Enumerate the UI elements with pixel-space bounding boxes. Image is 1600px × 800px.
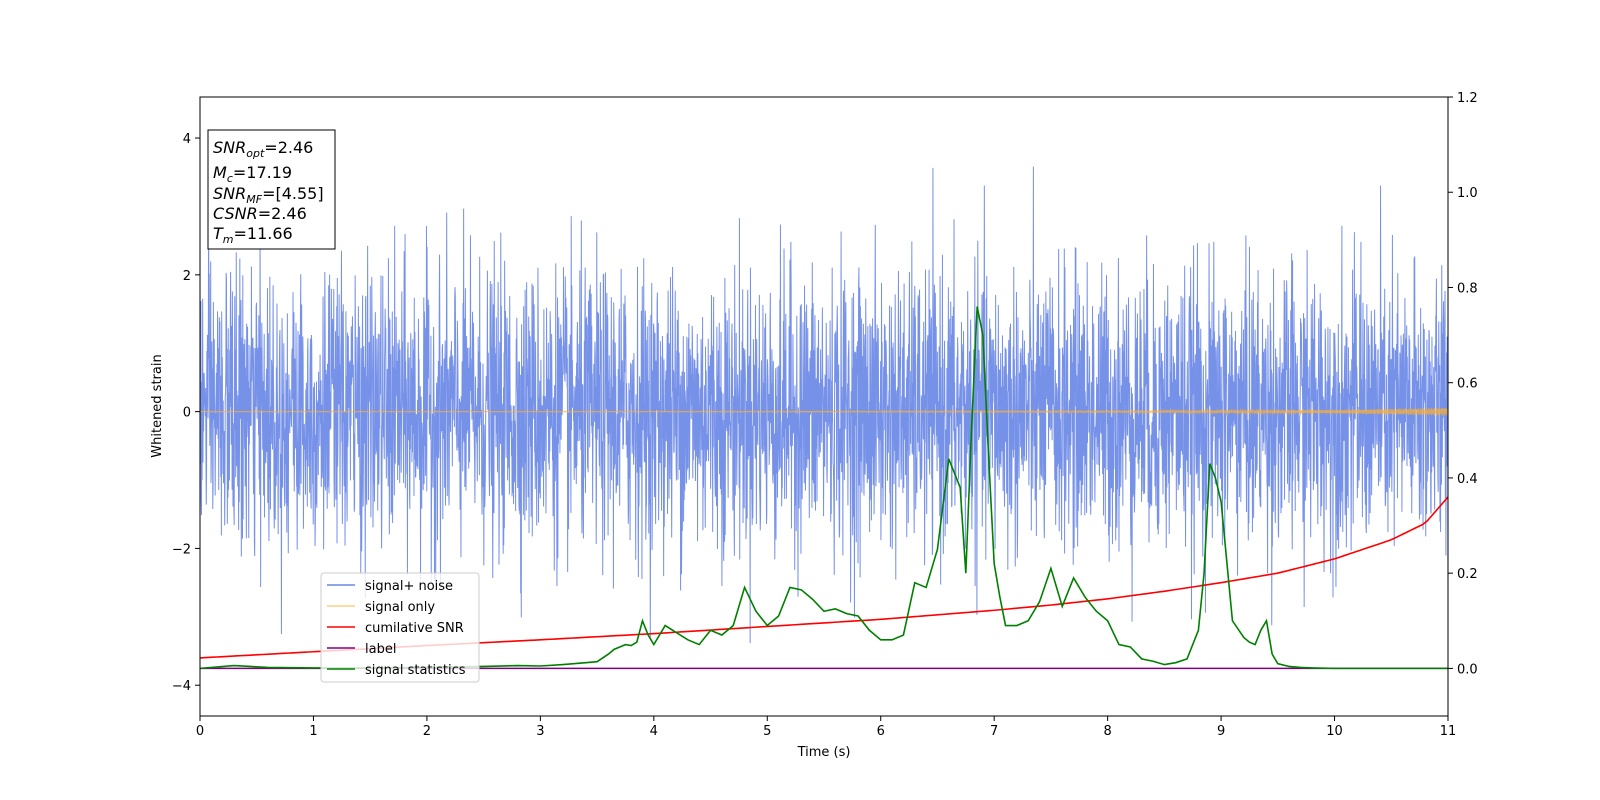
legend-label-signal-statistics: signal statistics [365,663,466,678]
left-y-tick-label: 2 [183,269,191,284]
left-y-tick-label: −2 [172,542,191,557]
x-tick-label: 5 [763,724,771,739]
series-signal-statistics-line [200,306,1448,670]
x-tick-label: 6 [877,724,885,739]
legend-label-signal-noise: signal+ noise [365,579,453,594]
right-y-tick-label: 0.6 [1457,377,1478,392]
x-tick-label: 8 [1103,724,1111,739]
left-y-axis: −4 −2 0 2 4 [172,132,200,694]
left-y-tick-label: −4 [172,679,191,694]
x-tick-label: 0 [196,724,204,739]
x-tick-label: 4 [650,724,658,739]
x-tick-label: 9 [1217,724,1225,739]
info-snr-mf: SNRMF=[4.55] [213,184,324,206]
right-y-tick-label: 0.4 [1457,472,1478,487]
series-signal-noise-line [200,166,1448,643]
x-tick-label: 2 [423,724,431,739]
axes-frame [199,96,1449,717]
info-snr-opt: SNRopt=2.46 [213,138,313,160]
right-y-axis: 0.0 0.2 0.4 0.6 0.8 1.0 1.2 [1448,91,1478,677]
info-box-frame [207,129,336,250]
x-tick-label: 1 [309,724,317,739]
x-axis: 0 1 2 3 4 5 6 7 8 9 10 11 [196,716,1456,739]
right-y-tick-label: 1.2 [1457,91,1478,106]
x-tick-label: 3 [536,724,544,739]
x-axis-label: Time (s) [797,745,851,760]
info-tm: Tm=11.66 [213,224,293,246]
legend-label-cumulative-snr: cumilative SNR [365,621,464,636]
x-tick-label: 7 [990,724,998,739]
info-csnr: CSNR=2.46 [213,204,307,223]
info-mc: Mc=17.19 [213,163,292,185]
parameter-info-box: SNRopt=2.46 Mc=17.19 SNRMF=[4.55] CSNR=2… [207,129,336,250]
left-y-tick-label: 0 [183,406,191,421]
legend: signal+ noise signal only cumilative SNR… [320,572,480,683]
right-y-tick-label: 1.0 [1457,186,1478,201]
legend-label-label: label [365,642,396,657]
x-tick-label: 10 [1326,724,1343,739]
legend-label-signal-only: signal only [365,600,435,615]
right-y-tick-label: 0.0 [1457,662,1478,677]
legend-frame [320,572,480,683]
left-y-axis-label: Whitened strain [150,354,165,457]
left-y-tick-label: 4 [183,132,191,147]
right-y-tick-label: 0.2 [1457,567,1478,582]
x-tick-label: 11 [1440,724,1457,739]
series-signal-only-line [200,407,1448,416]
right-y-tick-label: 0.8 [1457,281,1478,296]
